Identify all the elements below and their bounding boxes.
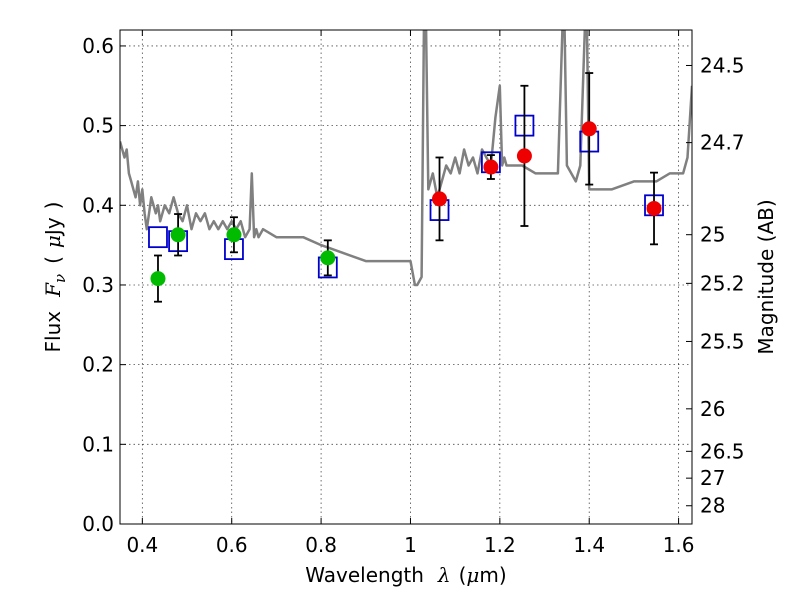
model-photometry-square (148, 226, 168, 249)
y2-tick-label: 25.2 (700, 271, 745, 295)
y2-tick-label: 27 (700, 466, 725, 490)
observed-point (516, 148, 532, 164)
y-tick-label: 0.6 (82, 34, 114, 58)
observed-point (170, 227, 186, 243)
observed-point (646, 200, 662, 216)
ticks-layer: 0.4 0.6 0.8 1 1.2 1.4 1.6 0.0 0.1 0.2 0.3 0.4 0.5 0.6… (82, 30, 745, 557)
plot-frame (119, 29, 693, 525)
x-tick-label: 1 (404, 533, 417, 557)
observed-point (150, 271, 166, 287)
y-tick-label: 0.5 (82, 114, 114, 138)
x-tick-label: 0.8 (305, 533, 337, 557)
spectrum-layer (120, 30, 692, 287)
x-tick-label: 1.2 (484, 533, 516, 557)
observed-point (226, 227, 242, 243)
y-tick-label: 0.3 (82, 273, 114, 297)
observed-point (320, 250, 336, 266)
y2-tick-label: 24.7 (700, 131, 745, 155)
y2-tick-label: 25.5 (700, 329, 745, 353)
y-tick-label: 0.2 (82, 353, 114, 377)
y-tick-label: 0.4 (82, 193, 114, 217)
x-axis-label: Wavelength λ (μm) (305, 563, 506, 587)
y2-tick-label: 26 (700, 397, 725, 421)
observed-point (432, 191, 448, 207)
y2-tick-label: 26.5 (700, 439, 745, 463)
x-tick-label: 0.4 (126, 533, 158, 557)
observed-point (483, 159, 499, 175)
y2-tick-label: 25 (700, 223, 725, 247)
x-tick-label: 0.6 (216, 533, 248, 557)
y2-tick-label: 28 (700, 494, 725, 518)
y-axis-label: FluxFν(μJy) (41, 202, 69, 353)
y2-axis-label: Magnitude (AB) (754, 199, 778, 354)
grid-layer (120, 30, 692, 525)
y-tick-label: 0.0 (82, 512, 114, 536)
x-tick-label: 1.4 (573, 533, 605, 557)
points-layer (148, 72, 664, 303)
spectrum-line (120, 30, 692, 287)
observed-point (581, 121, 597, 137)
y2-tick-label: 24.5 (700, 53, 745, 77)
x-tick-label: 1.6 (663, 533, 695, 557)
y-tick-label: 0.1 (82, 432, 114, 456)
